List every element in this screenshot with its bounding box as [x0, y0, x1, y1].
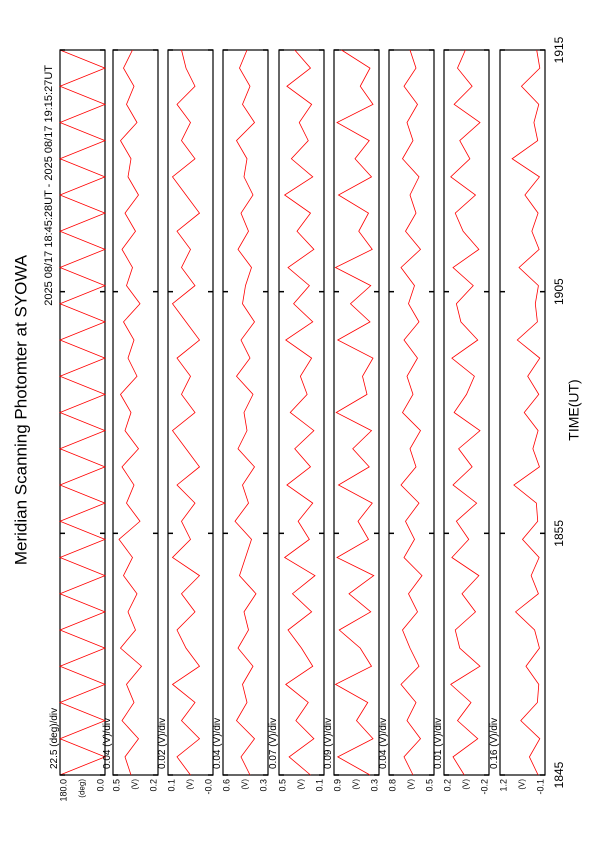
panel-scale-label: 0.09 (V)/div	[323, 718, 334, 769]
panel-scale-label: 0.01 (V)/div	[433, 718, 444, 769]
signal-line	[234, 49, 257, 776]
y-tick-label: -0.2	[479, 779, 489, 795]
panel-frame	[333, 49, 380, 776]
panel-scale-label: 0.07 (V)/div	[268, 718, 279, 769]
y-unit-label: (V)	[352, 779, 361, 790]
y-unit-label: (V)	[518, 779, 527, 790]
y-tick-label: 0.1	[314, 779, 324, 792]
y-tick-label: 0.5	[277, 779, 287, 792]
y-unit-label: (deg)	[78, 779, 87, 798]
y-unit-label: (V)	[241, 779, 250, 790]
signal-line	[450, 49, 481, 776]
signal-line	[400, 49, 423, 776]
panel-frame	[388, 49, 435, 776]
y-tick-label: 0.8	[387, 779, 397, 792]
y-unit-label: (V)	[407, 779, 416, 790]
panel-scale-label: 0.04 (V)/div	[102, 718, 113, 769]
x-tick-label: 1855	[552, 520, 566, 547]
panel-frame	[222, 49, 269, 776]
x-axis-label: TIME(UT)	[566, 379, 582, 440]
x-tick-label: 1915	[552, 36, 566, 63]
y-tick-label: 0.2	[442, 779, 452, 792]
y-tick-label: 0.6	[221, 779, 231, 792]
x-tick-label: 1845	[552, 761, 566, 788]
rotated-plot: Meridian Scanning Photomter at SYOWA 202…	[11, 36, 581, 801]
y-tick-label: -0.0	[203, 779, 213, 795]
panel-frame	[278, 49, 325, 776]
signal-line	[334, 49, 375, 776]
y-unit-label: (V)	[462, 779, 471, 790]
y-tick-label: 1.2	[498, 779, 508, 792]
signal-line	[171, 49, 201, 776]
chart-subtitle: 2025 08/17 18:45:28UT - 2025 08/17 19:15…	[43, 65, 55, 306]
y-tick-label: -0.1	[535, 779, 545, 795]
y-unit-label: (V)	[186, 779, 195, 790]
signal-line	[118, 49, 143, 776]
y-tick-label: 0.1	[166, 779, 176, 792]
y-tick-label: 0.2	[148, 779, 158, 792]
panel-scale-label: 0.02 (V)/div	[157, 718, 168, 769]
signal-line	[58, 49, 107, 776]
signal-line	[283, 49, 316, 776]
panel-frame	[499, 49, 546, 776]
y-tick-label: 0.5	[111, 779, 121, 792]
y-tick-label: 0.3	[258, 779, 268, 792]
panel-scale-label: 0.04 (V)/div	[212, 718, 223, 769]
panel-frame	[112, 49, 159, 776]
y-tick-label: 0.3	[369, 779, 379, 792]
panel-scale-label: 0.16 (V)/div	[489, 718, 500, 769]
y-tick-label: 0.9	[332, 779, 342, 792]
y-tick-label: 0.5	[424, 779, 434, 792]
panel-scale-label: 0.04 (V)/div	[378, 718, 389, 769]
x-tick-label: 1905	[552, 278, 566, 305]
y-unit-label: (V)	[131, 779, 140, 790]
panel-scale-label: 22.5 (deg)/div	[49, 708, 60, 769]
y-tick-label: 180.0	[58, 779, 68, 802]
y-unit-label: (V)	[297, 779, 306, 790]
signal-line	[511, 49, 541, 776]
y-tick-label: 0.0	[95, 779, 105, 792]
chart-title: Meridian Scanning Photomter at SYOWA	[11, 254, 30, 565]
panel-frame	[443, 49, 490, 776]
